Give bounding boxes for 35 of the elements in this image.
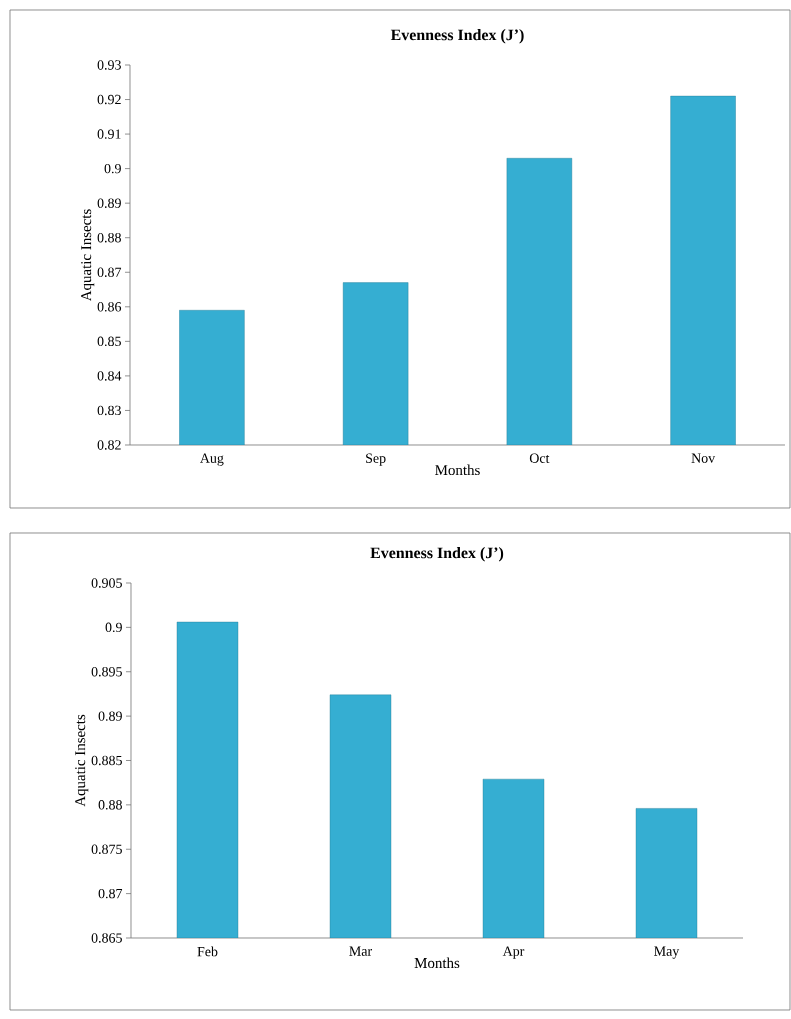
y-tick-label: 0.88 — [98, 800, 122, 810]
chart-title: Evenness Index (J’) — [390, 29, 524, 44]
chart-title: Evenness Index (J’) — [370, 547, 504, 562]
y-tick-label: 0.84 — [97, 371, 122, 381]
x-tick-label: Mar — [349, 946, 373, 956]
y-tick-label: 0.9 — [105, 622, 122, 633]
x-tick-label: Nov — [691, 453, 716, 463]
y-tick-label: 0.87 — [97, 267, 122, 277]
y-tick-label: 0.82 — [97, 440, 121, 450]
x-tick-label: Aug — [200, 453, 224, 466]
y-axis-title: Aquatic Insects — [81, 209, 95, 302]
y-tick-label: 0.93 — [97, 60, 121, 70]
y-tick-label: 0.83 — [97, 405, 121, 416]
x-axis-title: Months — [414, 957, 460, 969]
y-tick-label: 0.885 — [91, 755, 122, 766]
x-tick-label: Oct — [529, 453, 550, 463]
x-tick-label: Sep — [366, 453, 386, 466]
x-axis-title: Months — [435, 464, 480, 476]
y-tick-label: 0.9 — [104, 163, 121, 174]
y-tick-label: 0.895 — [91, 667, 122, 677]
y-tick-label: 0.905 — [91, 578, 122, 588]
y-tick-label: 0.89 — [97, 198, 121, 208]
y-axis-title: Aquatic Insects — [75, 714, 89, 807]
y-tick-label: 0.91 — [97, 129, 121, 139]
y-tick-label: 0.92 — [97, 94, 121, 105]
y-tick-label: 0.86 — [97, 302, 122, 312]
y-tick-label: 0.875 — [91, 844, 122, 854]
y-tick-label: 0.85 — [97, 336, 121, 347]
x-tick-label: May — [654, 946, 680, 959]
x-tick-label: Feb — [197, 946, 218, 957]
x-tick-label: Apr — [502, 946, 525, 959]
y-tick-label: 0.87 — [98, 888, 123, 899]
y-tick-label: 0.865 — [91, 933, 122, 943]
y-tick-label: 0.89 — [98, 711, 122, 721]
y-tick-label: 0.88 — [97, 232, 121, 243]
